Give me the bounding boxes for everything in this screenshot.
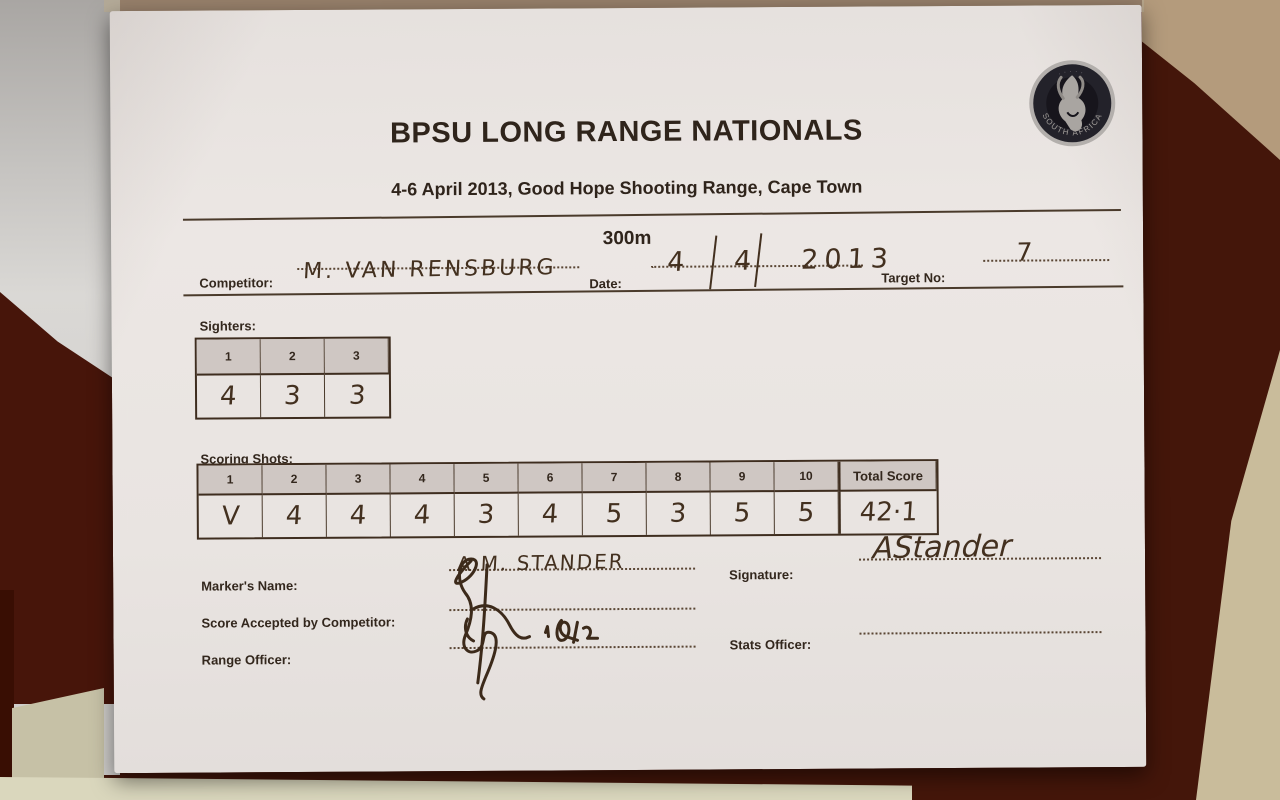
total-score-value-cell: 42·1 <box>838 491 937 534</box>
target-number-label: Target No: <box>881 270 946 286</box>
divider-line-fields <box>183 285 1124 297</box>
scoresheet-paper: SOUTH AFRICA ····· BPSU LONG RANGE NATIO… <box>109 4 1147 774</box>
shot-header-cell: 2 <box>262 464 327 496</box>
sighter-value-cell: 3 <box>347 380 367 411</box>
background-board-strip-left <box>0 590 14 800</box>
shot-value-cell: 4 <box>518 493 583 536</box>
sighter-header-cell: 1 <box>196 339 261 376</box>
page-title: BPSU LONG RANGE NATIONALS <box>389 114 863 150</box>
shot-value-cell: 4 <box>326 494 391 537</box>
svg-text:·····: ····· <box>1057 68 1086 78</box>
competitor-handwritten-value: M. VAN RENSBURG <box>302 255 558 285</box>
shot-value-cell: 5 <box>582 492 647 536</box>
event-subtitle: 4-6 April 2013, Good Hope Shooting Range… <box>391 176 863 200</box>
date-day: 4 <box>666 246 692 278</box>
shot-header-cell: 1 <box>198 465 263 496</box>
signature-handwritten-value: AStander <box>871 528 1013 567</box>
competitor-label: Competitor: <box>199 275 274 291</box>
distance-heading: 300m <box>602 227 652 250</box>
sighter-header-cell: 3 <box>324 338 389 375</box>
stats-officer-label: Stats Officer: <box>729 636 812 653</box>
target-dotted-line <box>983 259 1110 262</box>
shot-header-cell: 6 <box>518 463 583 494</box>
shot-value-cell: 4 <box>262 494 327 538</box>
stats-officer-dotted-line <box>859 631 1102 635</box>
signature-scrawl-icon <box>454 557 600 701</box>
sighter-value-cell: 3 <box>260 374 326 418</box>
shot-header-cell: 4 <box>390 464 455 495</box>
shot-header-cell: 10 <box>774 461 839 493</box>
shot-value-cell: 5 <box>774 491 839 535</box>
date-month: 4 <box>733 245 759 277</box>
sighter-value-cell: 4 <box>196 375 262 418</box>
bpsu-association-logo: SOUTH AFRICA ····· <box>1029 60 1116 147</box>
springbok-icon <box>1056 75 1086 132</box>
shot-value-cell: 3 <box>454 493 519 537</box>
sighters-label: Sighters: <box>199 318 256 334</box>
range-officer-label: Range Officer: <box>201 652 292 668</box>
sighters-table: 1 2 3 4 3 3 <box>194 336 392 420</box>
background-tan-patch-bottom-right <box>1196 350 1280 800</box>
target-handwritten-value: 7 <box>1015 237 1033 267</box>
divider-line-top <box>182 208 1121 221</box>
shot-header-cell: 7 <box>582 462 647 494</box>
background-tan-patch-top-right <box>1142 0 1280 160</box>
date-label: Date: <box>589 276 622 292</box>
shot-header-cell: 5 <box>454 463 519 495</box>
shot-value-cell: 4 <box>390 494 455 537</box>
score-accepted-label: Score Accepted by Competitor: <box>201 614 396 631</box>
shot-value-cell: V <box>198 495 263 538</box>
shot-value-cell: 3 <box>646 492 711 535</box>
shot-header-cell: 9 <box>710 462 775 493</box>
signature-label: Signature: <box>729 566 794 583</box>
shot-header-cell: 8 <box>646 462 711 493</box>
date-handwritten-value: 4 4 2013 <box>666 243 894 278</box>
marker-name-label: Marker's Name: <box>201 578 298 594</box>
total-score-header-cell: Total Score <box>838 461 937 492</box>
sighter-header-cell: 2 <box>260 338 325 376</box>
shot-value-cell: 5 <box>710 492 775 535</box>
shot-header-cell: 3 <box>326 464 391 495</box>
scoring-shots-table: 1 2 3 4 5 6 7 8 9 10 Total Score V 4 4 4… <box>196 459 939 540</box>
